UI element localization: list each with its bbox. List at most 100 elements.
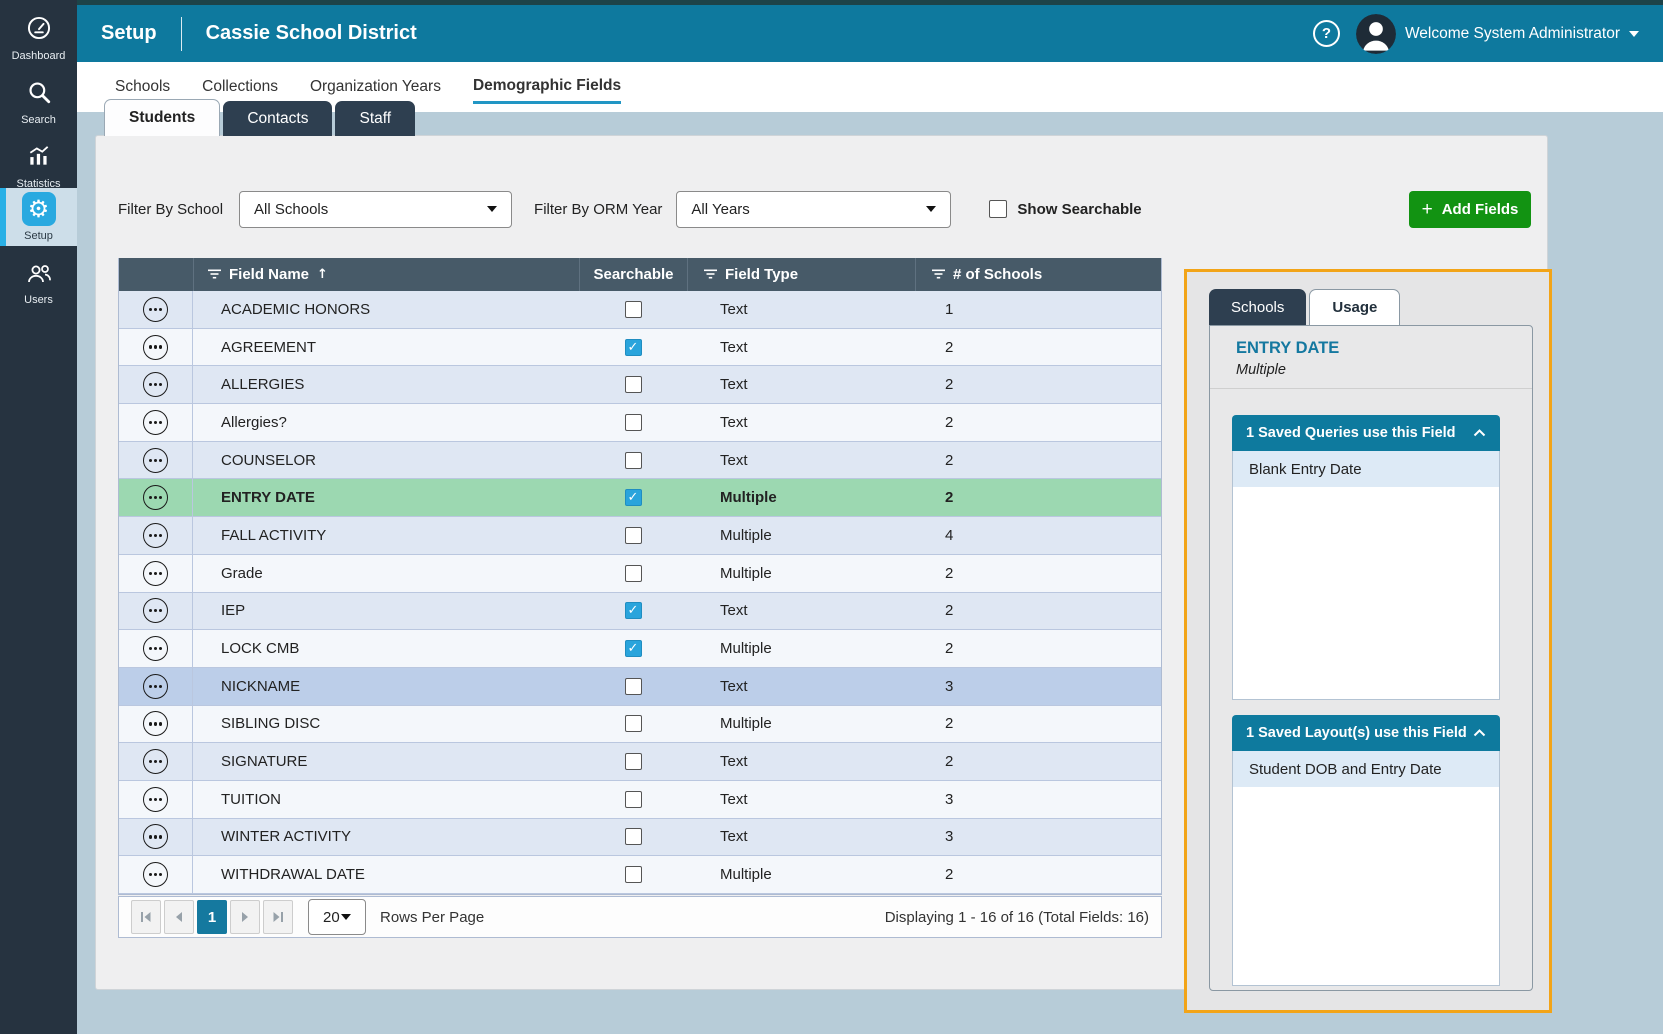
- row-actions-button[interactable]: [143, 749, 168, 775]
- row-school-count: 2: [945, 564, 954, 582]
- rows-per-page-label: Rows Per Page: [380, 908, 485, 926]
- table-row[interactable]: NICKNAME ✓ Text 3: [119, 667, 1161, 706]
- table-row[interactable]: SIBLING DISC ✓ Multiple 2: [119, 705, 1161, 744]
- help-icon[interactable]: ?: [1312, 20, 1340, 47]
- tab-schools[interactable]: Schools: [1209, 289, 1307, 325]
- row-school-count: 4: [945, 526, 954, 544]
- sidebar-item-search[interactable]: Search: [0, 72, 77, 132]
- sort-asc-icon: ↑: [317, 267, 328, 282]
- searchable-checkbox[interactable]: ✓: [624, 753, 642, 771]
- row-actions-button[interactable]: [143, 296, 168, 322]
- school-filter-select[interactable]: All Schools: [239, 190, 513, 228]
- subnav-item-collections[interactable]: Collections: [202, 78, 278, 95]
- saved-query-item[interactable]: Blank Entry Date: [1233, 451, 1499, 487]
- table-row[interactable]: ENTRY DATE ✓ Multiple 2: [119, 479, 1161, 518]
- table-row[interactable]: IEP ✓ Text 2: [119, 592, 1161, 631]
- field-type-column-header[interactable]: Field Type: [687, 258, 915, 291]
- table-row[interactable]: SIGNATURE ✓ Text 2: [119, 743, 1161, 781]
- row-actions-button[interactable]: [143, 673, 168, 699]
- searchable-checkbox[interactable]: ✓: [624, 790, 642, 808]
- searchable-checkbox[interactable]: ✓: [624, 866, 642, 884]
- searchable-checkbox[interactable]: ✓: [624, 451, 642, 469]
- row-school-count: 2: [945, 376, 954, 394]
- row-school-count: 2: [945, 451, 954, 469]
- searchable-checkbox[interactable]: ✓: [624, 828, 642, 846]
- row-field-name: Grade: [221, 564, 263, 582]
- row-school-count: 2: [945, 602, 954, 620]
- saved-layouts-empty-space: [1233, 787, 1499, 985]
- num-schools-column-header[interactable]: # of Schools: [915, 258, 1163, 291]
- sidebar-item-setup[interactable]: ⚙ Setup: [0, 188, 77, 246]
- searchable-checkbox[interactable]: ✓: [624, 677, 642, 695]
- district-name: Cassie School District: [205, 22, 417, 44]
- prev-page-button[interactable]: [164, 900, 194, 934]
- sidebar-item-dashboard[interactable]: Dashboard: [0, 8, 77, 68]
- users-icon: [25, 263, 53, 290]
- filter-lines-icon: [704, 266, 717, 283]
- sidebar-item-statistics[interactable]: Statistics: [0, 136, 77, 196]
- table-row[interactable]: LOCK CMB ✓ Multiple 2: [119, 630, 1161, 668]
- row-actions-button[interactable]: [143, 409, 168, 435]
- setup-subnav: Schools Collections Organization Years D…: [77, 62, 1663, 112]
- table-row[interactable]: Grade ✓ Multiple 2: [119, 554, 1161, 593]
- row-actions-button[interactable]: [143, 372, 168, 398]
- row-actions-button[interactable]: [143, 786, 168, 812]
- row-actions-button[interactable]: [143, 334, 168, 360]
- subnav-item-schools[interactable]: Schools: [115, 78, 171, 95]
- field-summary: ENTRY DATE Multiple: [1210, 326, 1532, 389]
- searchable-checkbox[interactable]: ✓: [624, 376, 642, 394]
- searchable-checkbox[interactable]: ✓: [624, 602, 642, 620]
- saved-layout-item[interactable]: Student DOB and Entry Date: [1233, 751, 1499, 787]
- table-row[interactable]: ACADEMIC HONORS ✓ Text 1: [119, 291, 1161, 329]
- table-row[interactable]: ALLERGIES ✓ Text 2: [119, 366, 1161, 405]
- sidebar-item-users[interactable]: Users: [0, 254, 77, 314]
- searchable-checkbox[interactable]: ✓: [624, 338, 642, 356]
- row-actions-button[interactable]: [143, 711, 168, 737]
- row-actions-button[interactable]: [143, 560, 168, 586]
- searchable-checkbox[interactable]: ✓: [624, 640, 642, 658]
- table-header: Field Name ↑ Searchable Field Type: [119, 258, 1161, 291]
- row-field-name: SIBLING DISC: [221, 715, 321, 733]
- row-actions-button[interactable]: [143, 824, 168, 850]
- table-row[interactable]: COUNSELOR ✓ Text 2: [119, 441, 1161, 480]
- table-row[interactable]: FALL ACTIVITY ✓ Multiple 4: [119, 517, 1161, 555]
- show-searchable-checkbox[interactable]: ✓: [989, 200, 1008, 218]
- searchable-checkbox[interactable]: ✓: [624, 413, 642, 431]
- searchable-checkbox[interactable]: ✓: [624, 489, 642, 507]
- saved-queries-header[interactable]: 1 Saved Queries use this Field: [1232, 415, 1500, 451]
- last-page-button[interactable]: [263, 900, 293, 934]
- table-row[interactable]: Allergies? ✓ Text 2: [119, 404, 1161, 442]
- searchable-column-header[interactable]: Searchable: [579, 258, 687, 291]
- searchable-checkbox[interactable]: ✓: [624, 300, 642, 318]
- tab-usage[interactable]: Usage: [1309, 289, 1401, 325]
- searchable-checkbox[interactable]: ✓: [624, 715, 642, 733]
- subnav-item-demographic-fields[interactable]: Demographic Fields: [472, 71, 622, 104]
- show-searchable-label: Show Searchable: [1017, 200, 1142, 218]
- field-name-column-header[interactable]: Field Name ↑: [193, 258, 579, 291]
- searchable-checkbox[interactable]: ✓: [624, 564, 642, 582]
- row-actions-button[interactable]: [143, 485, 168, 511]
- row-actions-button[interactable]: [143, 598, 168, 624]
- rows-per-page-select[interactable]: 20: [308, 899, 366, 935]
- orm-year-filter-select[interactable]: All Years: [676, 190, 952, 228]
- row-actions-button[interactable]: [143, 636, 168, 662]
- table-row[interactable]: TUITION ✓ Text 3: [119, 780, 1161, 819]
- tab-students[interactable]: Students: [104, 99, 221, 136]
- row-actions-button[interactable]: [143, 447, 168, 473]
- table-row[interactable]: AGREEMENT ✓ Text 2: [119, 328, 1161, 367]
- searchable-checkbox[interactable]: ✓: [624, 526, 642, 544]
- subnav-item-organization-years[interactable]: Organization Years: [309, 78, 441, 95]
- first-page-button[interactable]: [131, 900, 161, 934]
- saved-layouts-header[interactable]: 1 Saved Layout(s) use this Field: [1232, 715, 1500, 751]
- tab-contacts[interactable]: Contacts: [223, 101, 333, 136]
- tab-staff[interactable]: Staff: [335, 101, 416, 136]
- row-school-count: 2: [945, 640, 954, 658]
- table-row[interactable]: WINTER ACTIVITY ✓ Text 3: [119, 818, 1161, 857]
- add-fields-button[interactable]: + Add Fields: [1409, 190, 1531, 228]
- row-actions-button[interactable]: [143, 862, 168, 888]
- row-actions-button[interactable]: [143, 522, 168, 548]
- user-menu[interactable]: Welcome System Administrator: [1355, 13, 1639, 54]
- page-number-button[interactable]: 1: [197, 900, 227, 934]
- table-row[interactable]: WITHDRAWAL DATE ✓ Multiple 2: [119, 856, 1161, 894]
- next-page-button[interactable]: [230, 900, 260, 934]
